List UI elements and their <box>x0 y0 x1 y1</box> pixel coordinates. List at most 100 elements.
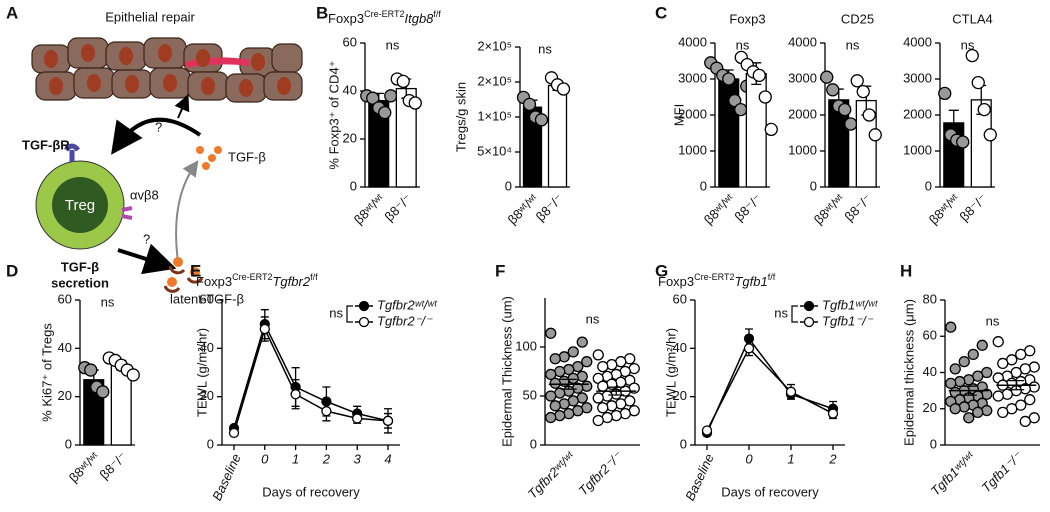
data-point <box>958 401 970 413</box>
y-axis-label: TEWL (g/m²/hr) <box>194 328 209 417</box>
y-axis-label: Epidermal Thickness (um) <box>499 296 514 447</box>
y-tick-label: 2000 <box>678 106 707 121</box>
data-point <box>549 377 561 389</box>
data-point <box>701 425 713 436</box>
tgf-beta <box>196 146 222 170</box>
data-point <box>856 84 870 99</box>
data-point <box>868 128 882 142</box>
data-point <box>965 48 979 63</box>
title-part: Foxp3 <box>328 11 364 26</box>
data-point <box>997 406 1009 419</box>
y-tick-label: 0 <box>505 178 512 193</box>
data-point <box>838 102 852 117</box>
x-tick-label: 4 <box>384 451 391 466</box>
chart-title: Foxp3Cre-ERT2Tgfb1f/f <box>658 272 776 289</box>
title-part: Itgb8 <box>404 11 434 26</box>
y-tick-label: 4000 <box>678 34 707 49</box>
nucleus <box>52 177 108 233</box>
data-point <box>96 385 110 399</box>
y-axis-label: Tregs/g skin <box>453 82 468 152</box>
x-tick-label: β8⁻/⁻ <box>957 191 990 224</box>
x-tick-label: Baseline <box>209 451 244 503</box>
data-point <box>1028 361 1040 373</box>
legend-label: Tgfbr2⁻/⁻ <box>377 313 433 328</box>
data-point <box>976 339 988 351</box>
panel-label: H <box>900 261 912 280</box>
title-part: Foxp3 <box>658 274 694 289</box>
data-point <box>259 323 270 335</box>
data-point <box>752 68 766 83</box>
data-point <box>606 358 618 371</box>
data-point <box>382 415 394 426</box>
annotation: ns <box>101 294 115 309</box>
arrow <box>174 94 190 119</box>
data-point <box>949 403 961 415</box>
y-tick-label: 60 <box>343 34 357 49</box>
y-tick-label: 100 <box>515 338 537 353</box>
annotation: ns <box>846 37 860 52</box>
legend-bracket <box>791 305 798 323</box>
y-tick-label: 80 <box>923 291 937 306</box>
data-point <box>592 414 604 427</box>
chart: 0 5×10⁴ 1×10⁵ 2×10⁵ 2×10⁵ Tregs/g skin β8ʷᵗ/ʷᵗ… <box>453 38 571 227</box>
annotation: ns <box>986 313 1000 328</box>
secretion-label: TGF-β <box>61 259 99 274</box>
legend-label: Tgfb1⁻/⁻ <box>822 313 874 328</box>
y-tick-label: 2×10⁵ <box>477 38 512 53</box>
data-point <box>743 343 755 354</box>
data-point <box>983 128 997 142</box>
data-point <box>972 406 984 419</box>
integrin <box>121 206 133 220</box>
error-bar <box>960 385 977 396</box>
data-point <box>321 406 332 417</box>
y-tick-label: 0 <box>65 436 72 451</box>
data-point <box>785 386 797 397</box>
series-line <box>706 337 834 434</box>
data-point <box>977 102 991 117</box>
data-point <box>522 97 537 112</box>
y-axis-label: % Ki67⁺ of Tregs <box>39 323 54 422</box>
data-point <box>619 407 631 420</box>
annotation: ns <box>538 41 552 56</box>
y-tick-label: 60 <box>673 291 687 306</box>
receptor-label: TGF-βR <box>22 137 70 152</box>
panel-label: F <box>495 261 505 280</box>
latent-tgf-beta <box>163 257 204 293</box>
y-tick-label: 3000 <box>903 70 932 85</box>
data-point <box>1024 394 1036 406</box>
y-tick-label: 40 <box>673 340 687 355</box>
data-point <box>981 404 993 417</box>
y-tick-label: 4000 <box>903 34 932 49</box>
data-point <box>576 370 588 383</box>
data-point <box>722 72 736 86</box>
data-point <box>384 89 398 103</box>
series-line <box>233 322 389 429</box>
data-point <box>378 105 392 120</box>
legend-marker <box>358 316 370 328</box>
legend-label: Tgfbr2ʷᵗ/ʷᵗ <box>377 297 438 312</box>
data-point <box>610 409 622 422</box>
title-part: f/f <box>310 272 318 282</box>
data-point <box>844 117 858 131</box>
data-point <box>938 86 952 101</box>
x-tick-label: β8⁻/⁻ <box>842 191 875 224</box>
y-tick-label: 1000 <box>678 142 707 157</box>
title-part: f/f <box>433 9 441 19</box>
data-point <box>615 398 627 410</box>
y-tick-label: 40 <box>343 82 357 97</box>
latent-label: latent-TGF-β <box>170 291 244 306</box>
x-tick-label: 1 <box>292 451 299 466</box>
data-point <box>352 413 363 424</box>
nuclei <box>44 44 291 97</box>
data-point <box>606 400 618 412</box>
chart: 0 20 40 60 80 Epidermal thickness (μm) Tgfb1ʷᵗ… <box>901 291 1040 499</box>
ligand-label: TGF-β <box>228 149 266 164</box>
legend-marker <box>803 316 815 328</box>
arrow <box>175 160 199 263</box>
data-point <box>408 96 422 110</box>
data-point <box>963 374 975 386</box>
y-tick-label: 40 <box>200 340 214 355</box>
y-tick-label: 0 <box>700 178 707 193</box>
